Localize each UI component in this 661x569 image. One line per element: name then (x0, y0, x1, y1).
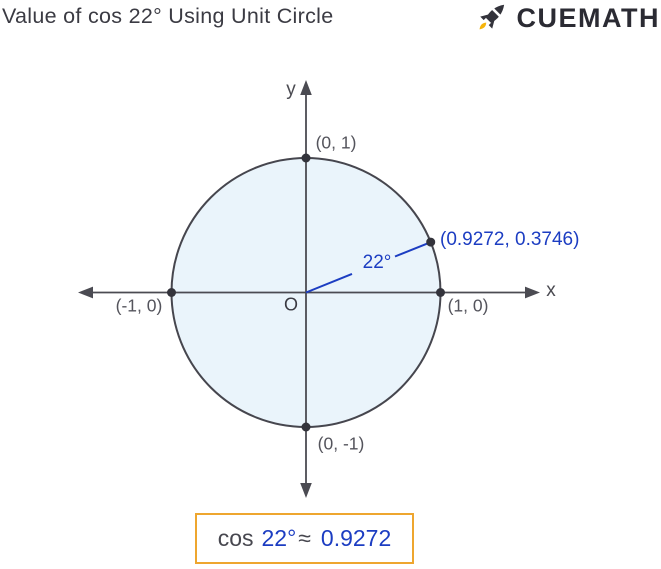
x-axis-label: x (546, 280, 556, 301)
origin-label: O (283, 294, 299, 315)
result-angle: 22° (261, 525, 297, 551)
point-right-label: (1, 0) (447, 295, 489, 316)
radius-line-inner (305, 272, 353, 294)
point-left-dot (167, 288, 176, 297)
result-value: 0.9272 (320, 525, 392, 551)
approx-symbol: ≈ (298, 525, 311, 551)
cuemath-logo: CUEMATH (475, 0, 660, 36)
point-top-dot (301, 153, 311, 163)
result-box: cos 22° ≈ 0.9272 (195, 513, 414, 564)
x-axis-right-arrow-icon (525, 286, 540, 299)
terminal-point-label: (0.9272, 0.3746) (440, 229, 580, 250)
point-bottom-label: (0, -1) (317, 433, 365, 454)
point-left-label: (-1, 0) (115, 295, 163, 316)
y-axis-label: y (286, 79, 296, 100)
brand-name: CUEMATH (516, 2, 660, 33)
angle-label: 22° (362, 252, 392, 273)
result-function-label: cos (217, 525, 254, 551)
x-axis-left-arrow-icon (78, 286, 93, 299)
y-axis-bottom-arrow-icon (300, 483, 312, 498)
rocket-icon (479, 4, 504, 30)
point-bottom-dot (301, 422, 311, 432)
y-axis-top-arrow-icon (300, 80, 312, 95)
radius-line-outer (394, 241, 432, 258)
point-top-label: (0, 1) (315, 132, 357, 153)
point-right-dot (436, 288, 445, 297)
page-title: Value of cos 22° Using Unit Circle (2, 4, 334, 28)
terminal-point-dot (426, 237, 436, 247)
